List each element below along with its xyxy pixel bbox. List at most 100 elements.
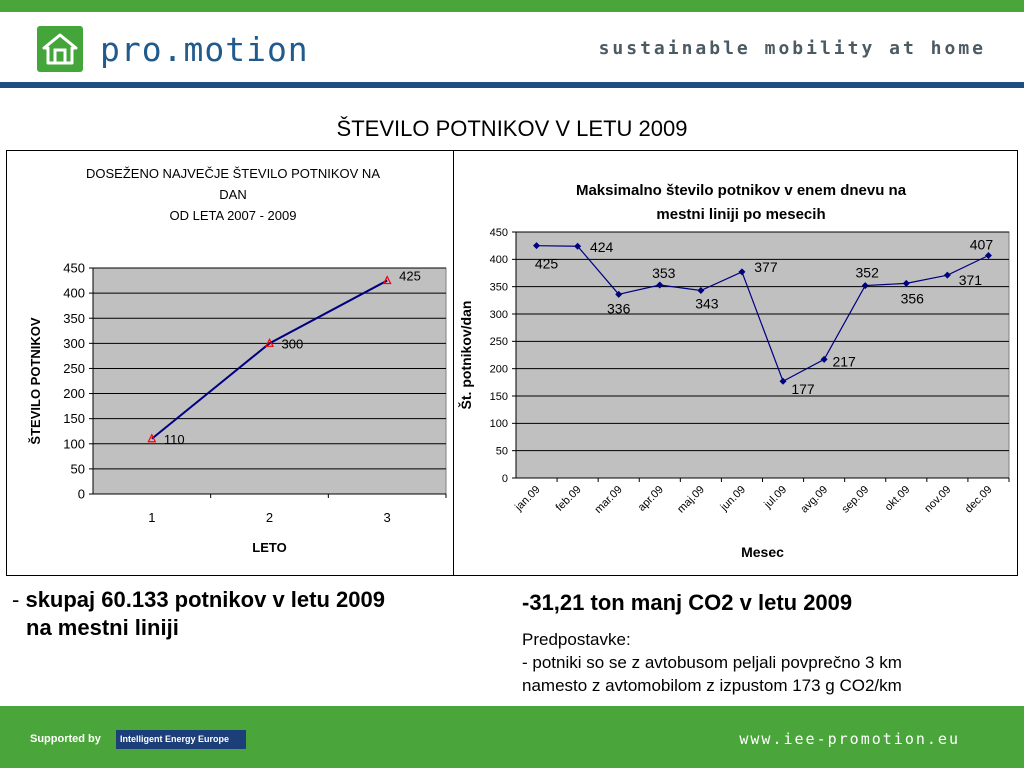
y-tick-label: 150 — [63, 411, 85, 426]
x-axis-title: Mesec — [741, 544, 784, 560]
data-label: 353 — [652, 265, 676, 281]
data-label: 424 — [590, 239, 614, 255]
brand-name: pro.motion — [100, 30, 309, 69]
iee-logo: Intelligent Energy Europe — [116, 730, 246, 749]
total-passengers-text: skupaj 60.133 potnikov v letu 2009 — [25, 587, 385, 612]
chart-title-line: OD LETA 2007 - 2009 — [170, 208, 297, 223]
co2-block: -31,21 ton manj CO2 v letu 2009 Predpost… — [522, 590, 992, 697]
x-tick-label: dec.09 — [963, 484, 995, 516]
x-tick-label: okt.09 — [883, 484, 913, 514]
data-label: 352 — [856, 265, 880, 281]
tagline: sustainable mobility at home — [598, 38, 986, 59]
data-label: 425 — [399, 269, 421, 284]
y-tick-label: 200 — [63, 386, 85, 401]
data-point — [265, 337, 274, 347]
data-label: 371 — [959, 272, 983, 288]
x-tick-label: maj.09 — [675, 484, 707, 516]
data-label: 407 — [970, 237, 994, 253]
data-point — [820, 355, 828, 363]
y-tick-label: 200 — [490, 364, 508, 376]
chart-title-line: DAN — [219, 187, 246, 202]
series-line — [151, 279, 388, 440]
assumptions: Predpostavke: - potniki so se z avtobuso… — [522, 628, 992, 697]
data-point — [779, 377, 787, 385]
data-label: 110 — [164, 432, 185, 447]
data-point — [382, 275, 392, 285]
chart-title-line: Maksimalno število potnikov v enem dnevu… — [576, 182, 907, 199]
monthly-chart: Maksimalno število potnikov v enem dnevu… — [457, 182, 1010, 560]
data-point — [738, 268, 746, 276]
assumption-line-1: - potniki so se z avtobusom peljali povp… — [522, 653, 902, 672]
y-tick-label: 250 — [63, 361, 85, 376]
header: pro.motion sustainable mobility at home — [0, 12, 1024, 82]
total-passengers-bullet: - skupaj 60.133 potnikov v letu 2009 na … — [12, 586, 472, 642]
x-tick-label: sep.09 — [839, 484, 871, 516]
x-axis-title: LETO — [252, 540, 286, 555]
x-tick-label: avg.09 — [798, 484, 830, 516]
y-tick-label: 350 — [63, 311, 85, 326]
y-tick-label: 400 — [490, 254, 508, 266]
y-tick-label: 0 — [502, 473, 508, 485]
chart-title-line: DOSEŽENO NAJVEČJE ŠTEVILO POTNIKOV NA — [86, 166, 380, 181]
x-tick-label: 3 — [384, 510, 391, 525]
house-logo-icon — [37, 26, 83, 72]
yearly-chart: DOSEŽENO NAJVEČJE ŠTEVILO POTNIKOV NA DAN… — [28, 166, 447, 555]
data-point — [984, 252, 992, 260]
y-tick-label: 450 — [490, 227, 508, 239]
y-tick-label: 100 — [63, 436, 85, 451]
data-label: 343 — [695, 295, 719, 311]
top-green-bar — [0, 0, 1024, 12]
supported-by-label: Supported by — [30, 733, 101, 745]
plot-area — [515, 231, 1010, 479]
data-point — [656, 281, 664, 289]
co2-heading: -31,21 ton manj CO2 v letu 2009 — [522, 590, 992, 616]
data-label: 177 — [791, 381, 815, 397]
y-tick-label: 250 — [490, 336, 508, 348]
data-label: 336 — [607, 300, 631, 316]
y-tick-label: 400 — [63, 286, 85, 301]
data-point — [574, 242, 582, 250]
data-point — [615, 290, 623, 298]
y-tick-label: 150 — [490, 391, 508, 403]
data-point — [861, 282, 869, 290]
data-point — [697, 286, 705, 294]
plot-area — [92, 267, 447, 495]
monthly-chart-panel: Maksimalno število potnikov v enem dnevu… — [453, 150, 1018, 576]
chart-title-line: mestni liniji po mesecih — [656, 206, 825, 223]
y-tick-label: 300 — [490, 309, 508, 321]
x-tick-label: nov.09 — [922, 484, 953, 515]
x-tick-label: jan.09 — [512, 484, 542, 514]
yearly-chart-panel: DOSEŽENO NAJVEČJE ŠTEVILO POTNIKOV NA DAN… — [6, 150, 454, 576]
y-tick-label: 350 — [490, 282, 508, 294]
header-divider — [0, 82, 1024, 88]
data-label: 300 — [282, 336, 304, 351]
data-label: 217 — [832, 353, 856, 369]
data-point — [943, 271, 951, 279]
x-tick-label: jun.09 — [718, 484, 748, 514]
series-line — [536, 245, 989, 383]
data-point — [147, 433, 157, 443]
slide-title: ŠTEVILO POTNIKOV V LETU 2009 — [336, 116, 688, 141]
x-tick-label: 2 — [266, 510, 273, 525]
website-url: www.iee-promotion.eu — [739, 730, 960, 748]
total-passengers-text-line2: na mestni liniji — [26, 615, 179, 640]
x-tick-label: 1 — [148, 510, 155, 525]
y-tick-label: 50 — [496, 446, 508, 458]
data-point — [902, 279, 910, 287]
x-tick-label: feb.09 — [554, 484, 584, 514]
co2-heading-text: 31,21 ton manj CO2 v letu 2009 — [529, 590, 853, 615]
y-tick-label: 0 — [78, 487, 85, 502]
x-tick-label: jul.09 — [761, 484, 789, 512]
assumptions-label: Predpostavke: — [522, 630, 631, 649]
co2-dash: - — [522, 590, 530, 615]
data-label: 425 — [535, 256, 559, 272]
footer: Supported by Intelligent Energy Europe w… — [0, 706, 1024, 768]
data-label: 377 — [754, 259, 778, 275]
assumption-line-2: namesto z avtomobilom z izpustom 173 g C… — [522, 676, 902, 695]
y-tick-label: 300 — [63, 336, 85, 351]
x-tick-label: mar.09 — [593, 484, 625, 516]
x-tick-label: apr.09 — [636, 484, 666, 514]
y-tick-label: 50 — [71, 461, 85, 476]
y-tick-label: 450 — [63, 261, 85, 276]
y-axis-title: Št. potnikov/dan — [457, 301, 474, 410]
